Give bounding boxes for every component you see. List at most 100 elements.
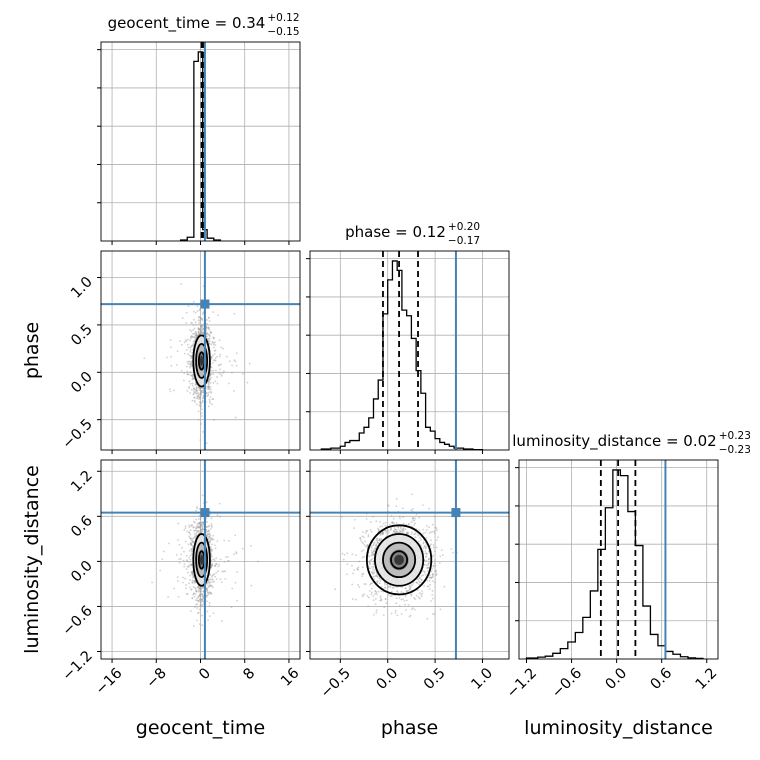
scatter-point <box>236 599 239 602</box>
scatter-point <box>377 539 380 541</box>
scatter-point <box>188 380 191 383</box>
scatter-point <box>211 562 214 565</box>
scatter-point <box>194 383 197 386</box>
scatter-point <box>201 614 203 617</box>
scatter-point <box>193 521 196 524</box>
scatter-point <box>202 328 205 331</box>
scatter-point <box>190 543 193 546</box>
scatter-point <box>198 531 200 534</box>
scatter-point <box>390 527 392 530</box>
scatter-point <box>210 356 213 359</box>
scatter-point <box>188 363 191 366</box>
scatter-point <box>189 328 191 331</box>
scatter-point <box>188 535 191 538</box>
scatter-point <box>212 398 215 400</box>
scatter-point <box>222 570 225 573</box>
scatter-point <box>180 283 182 285</box>
scatter-point <box>402 591 405 594</box>
scatter-point <box>188 360 191 363</box>
scatter-point <box>202 396 204 399</box>
scatter-point <box>216 382 219 385</box>
scatter-point <box>200 393 202 396</box>
scatter-point <box>199 405 202 408</box>
scatter-point <box>198 587 201 590</box>
scatter-point <box>200 389 203 392</box>
scatter-point <box>201 389 204 392</box>
scatter-point <box>180 553 183 556</box>
scatter-point <box>200 522 202 525</box>
scatter-point <box>399 526 402 529</box>
scatter-point <box>200 587 203 590</box>
scatter-point <box>356 568 359 571</box>
scatter-point <box>200 587 203 590</box>
scatter-point <box>199 526 201 529</box>
x-axis-label-phase: phase <box>381 717 438 739</box>
scatter-point <box>420 575 423 577</box>
scatter-point <box>378 577 381 580</box>
scatter-point <box>392 530 395 533</box>
scatter-point <box>197 523 200 526</box>
scatter-point <box>151 581 153 584</box>
y-tick-label: −0.5 <box>60 416 96 452</box>
scatter-point <box>191 573 194 576</box>
scatter-point <box>198 333 201 336</box>
scatter-point <box>234 534 237 537</box>
scatter-point <box>217 570 220 573</box>
scatter-point <box>235 552 238 555</box>
panel-content <box>525 460 704 659</box>
scatter-point <box>190 539 193 542</box>
scatter-point <box>372 544 375 546</box>
scatter-point <box>198 587 201 590</box>
scatter-point <box>192 375 195 378</box>
scatter-point <box>416 533 419 536</box>
scatter-point <box>220 620 223 623</box>
scatter-point <box>396 614 399 617</box>
scatter-point <box>201 595 204 598</box>
scatter-point <box>206 589 209 591</box>
scatter-point <box>200 405 203 408</box>
scatter-point <box>182 576 184 579</box>
scatter-point <box>213 352 216 355</box>
scatter-point <box>430 543 432 546</box>
scatter-point <box>201 523 203 526</box>
scatter-point <box>387 531 390 534</box>
scatter-point <box>375 574 378 577</box>
x-axis-label-luminosity_distance: luminosity_distance <box>524 717 713 739</box>
scatter-point <box>382 532 384 534</box>
scatter-point <box>200 395 202 397</box>
scatter-point <box>200 317 202 319</box>
scatter-point <box>382 532 385 534</box>
scatter-point <box>188 387 190 390</box>
scatter-point <box>191 550 194 552</box>
scatter-point <box>423 544 426 547</box>
scatter-point <box>210 559 213 562</box>
scatter-point <box>436 539 438 542</box>
scatter-point <box>427 562 430 565</box>
scatter-point <box>189 365 192 368</box>
scatter-point <box>401 586 404 589</box>
scatter-point <box>394 528 396 531</box>
scatter-point <box>214 564 217 567</box>
scatter-point <box>193 595 196 598</box>
scatter-point <box>406 532 408 535</box>
scatter-point <box>200 589 202 592</box>
scatter-point <box>340 516 343 518</box>
scatter-point <box>375 611 378 614</box>
scatter-point <box>386 586 389 589</box>
scatter-point <box>212 343 215 346</box>
scatter-point <box>381 531 384 534</box>
scatter-point <box>209 545 212 548</box>
scatter-point <box>208 532 211 535</box>
scatter-point <box>199 331 202 334</box>
scatter-point <box>209 536 211 539</box>
scatter-point <box>196 506 199 508</box>
scatter-point <box>380 598 383 601</box>
scatter-point <box>199 528 202 531</box>
scatter-point <box>199 604 202 607</box>
scatter-point <box>195 334 198 337</box>
scatter-point <box>406 531 408 534</box>
scatter-point <box>427 558 430 561</box>
scatter-point <box>199 588 202 590</box>
scatter-point <box>398 531 401 533</box>
scatter-point <box>188 531 191 534</box>
